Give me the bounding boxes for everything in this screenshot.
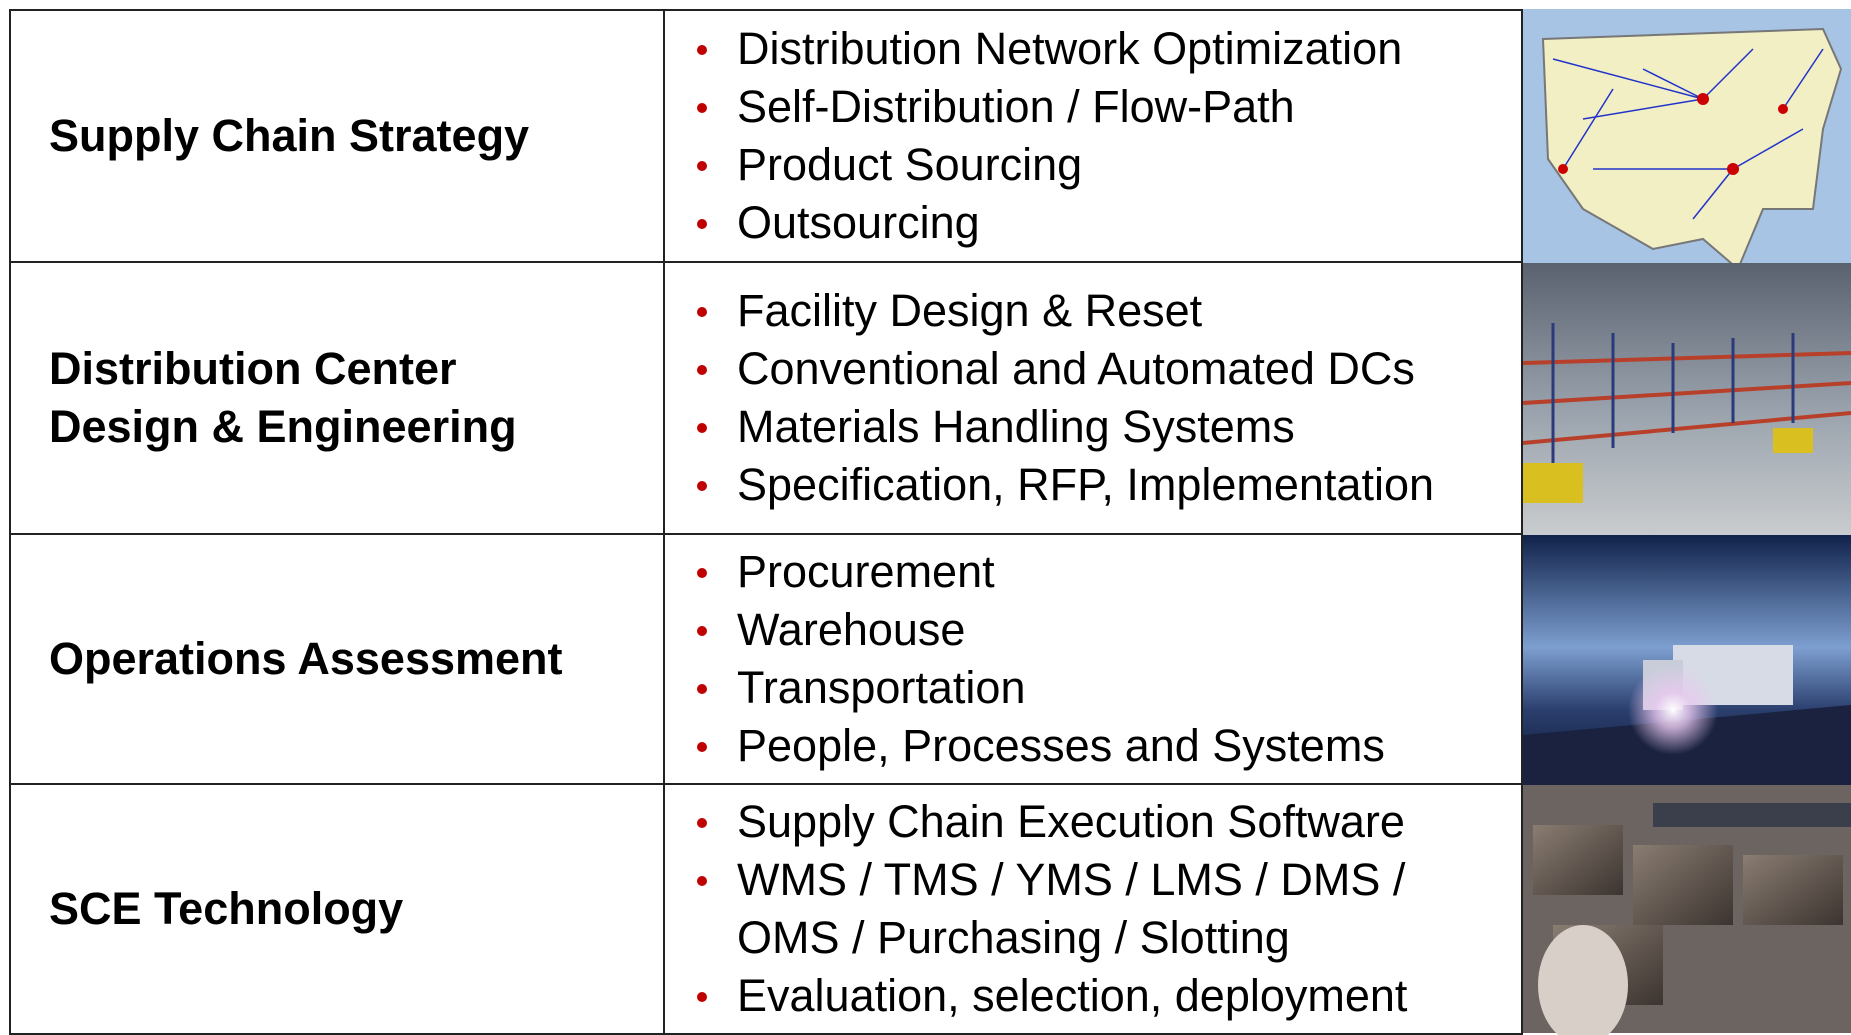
photo [1523,9,1851,263]
items-cell: Procurement Warehouse Transportation People… [663,535,1523,785]
category-cell: Distribution Center Design & Engineering [9,263,663,535]
bullet [697,103,707,113]
table-row: Distribution Center Design & Engineering… [9,263,1851,535]
item-list: Facility Design & Reset Conventional and … [693,282,1453,514]
category-cell: Operations Assessment [9,535,663,785]
item-text: Product Sourcing [737,139,1083,190]
item-text: Self-Distribution / Flow-Path [737,81,1295,132]
photo [1523,263,1851,535]
items-cell: Facility Design & Reset Conventional and … [663,263,1523,535]
list-item: Evaluation, selection, deployment [693,967,1453,1025]
bullet [697,992,707,1002]
item-text: Materials Handling Systems [737,401,1295,452]
item-text: WMS / TMS / YMS / LMS / DMS / OMS / Purc… [737,854,1406,963]
list-item: Facility Design & Reset [693,282,1453,340]
photo [1523,535,1851,785]
bullet [697,365,707,375]
category-label: Operations Assessment [49,633,563,684]
item-list: Distribution Network Optimization Self-Di… [693,20,1453,252]
bullet [697,568,707,578]
item-text: People, Processes and Systems [737,720,1385,771]
photo-graphic [1523,535,1851,785]
bullet [697,161,707,171]
category-cell: Supply Chain Strategy [9,9,663,263]
table-row: Supply Chain Strategy Distribution Networ… [9,9,1851,263]
bullet [697,219,707,229]
list-item: Transportation [693,659,1453,717]
item-text: Warehouse [737,604,966,655]
photo [1523,785,1851,1035]
item-text: Evaluation, selection, deployment [737,970,1408,1021]
bullet [697,818,707,828]
category-label: Distribution Center Design & Engineering [49,343,517,452]
list-item: Specification, RFP, Implementation [693,456,1453,514]
list-item: Outsourcing [693,194,1453,252]
item-text: Specification, RFP, Implementation [737,459,1435,510]
list-item: Conventional and Automated DCs [693,340,1453,398]
bullet [697,876,707,886]
list-item: Product Sourcing [693,136,1453,194]
item-text: Supply Chain Execution Software [737,796,1405,847]
bullet [697,626,707,636]
category-label: SCE Technology [49,883,404,934]
list-item: Materials Handling Systems [693,398,1453,456]
bullet [697,684,707,694]
list-item: People, Processes and Systems [693,717,1453,775]
list-item: WMS / TMS / YMS / LMS / DMS / OMS / Purc… [693,851,1453,967]
bullet [697,742,707,752]
items-cell: Supply Chain Execution Software WMS / TMS… [663,785,1523,1035]
item-text: Outsourcing [737,197,980,248]
bullet [697,307,707,317]
item-list: Procurement Warehouse Transportation People… [693,543,1453,775]
category-cell: SCE Technology [9,785,663,1035]
bullet [697,481,707,491]
items-cell: Distribution Network Optimization Self-Di… [663,9,1523,263]
list-item: Warehouse [693,601,1453,659]
table-row: Operations Assessment Procurement Warehous… [9,535,1851,785]
photo-graphic [1523,263,1851,535]
list-item: Supply Chain Execution Software [693,793,1453,851]
item-text: Transportation [737,662,1026,713]
photo-graphic [1523,9,1851,263]
bullet [697,423,707,433]
item-text: Distribution Network Optimization [737,23,1403,74]
bullet [697,45,707,55]
item-text: Conventional and Automated DCs [737,343,1415,394]
category-label: Supply Chain Strategy [49,110,530,161]
table-row: SCE Technology Supply Chain Execution Sof… [9,785,1851,1035]
item-text: Procurement [737,546,995,597]
item-text: Facility Design & Reset [737,285,1203,336]
photo-graphic [1523,785,1851,1035]
list-item: Self-Distribution / Flow-Path [693,78,1453,136]
item-list: Supply Chain Execution Software WMS / TMS… [693,793,1453,1025]
list-item: Distribution Network Optimization [693,20,1453,78]
list-item: Procurement [693,543,1453,601]
